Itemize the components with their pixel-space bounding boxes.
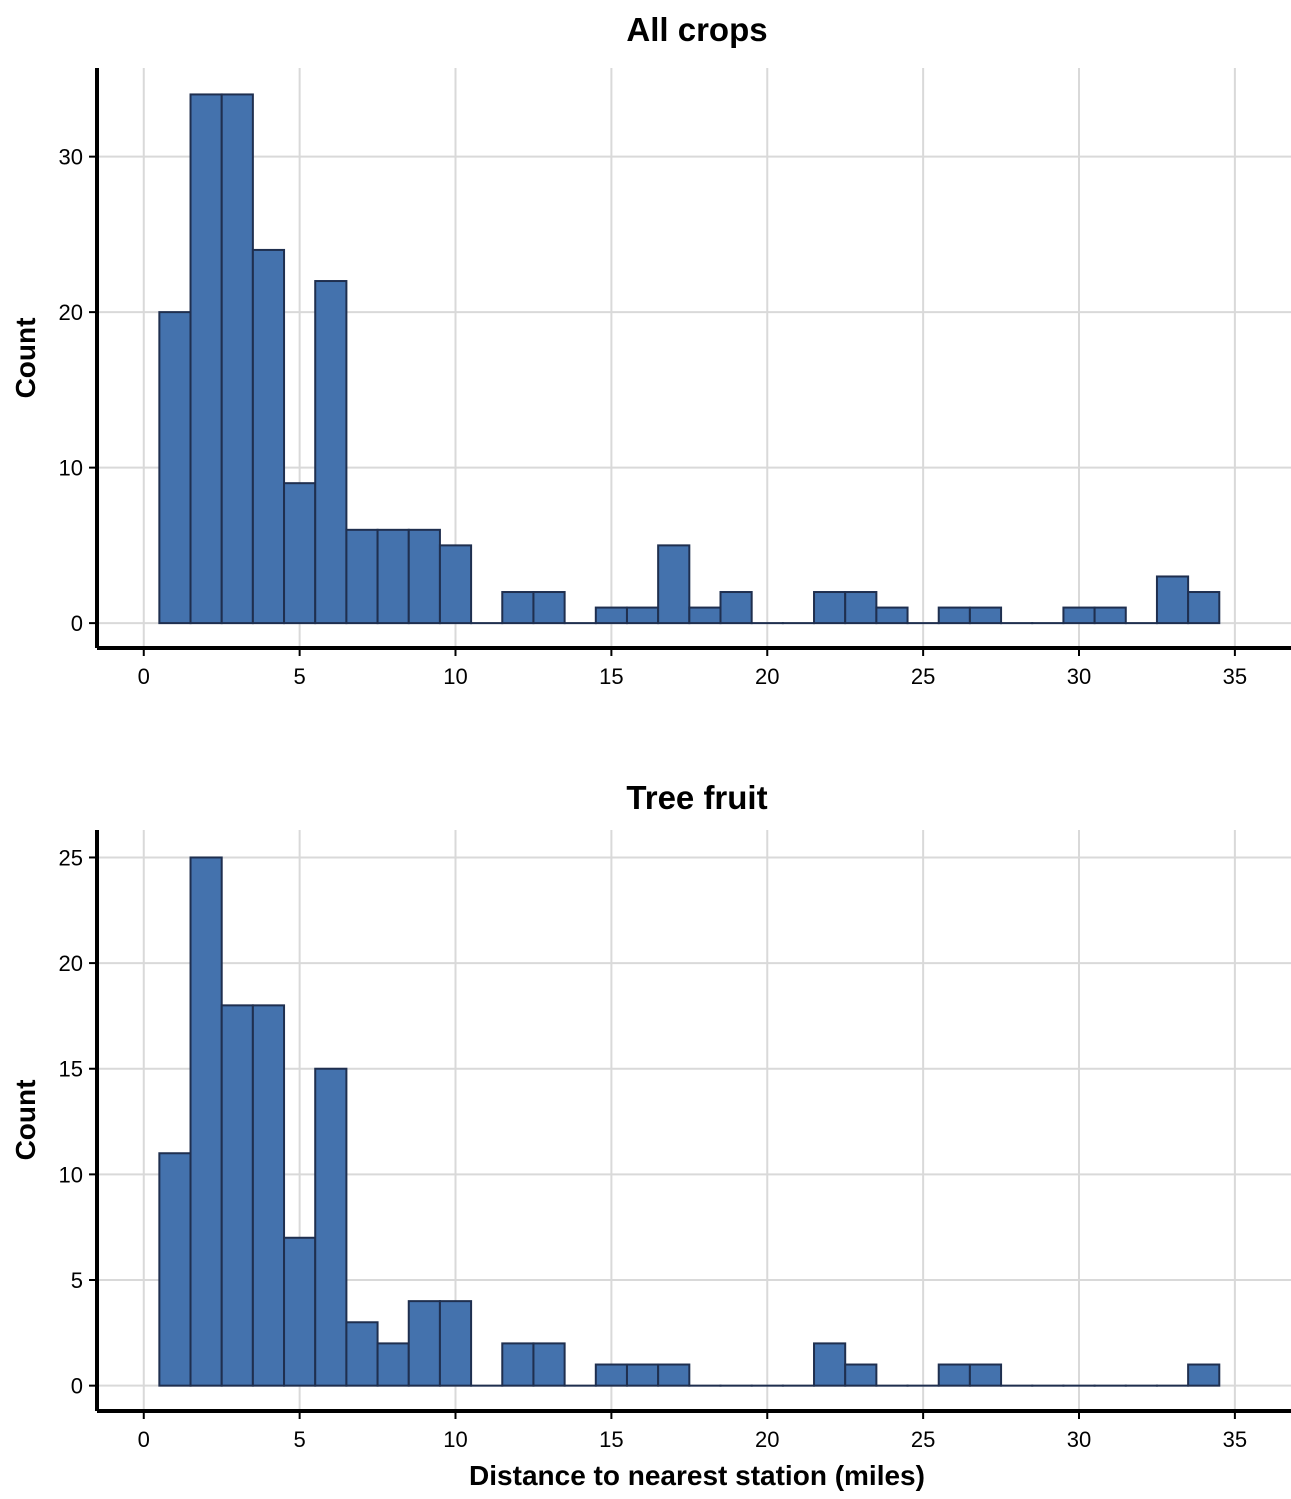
x-tick-label: 25 bbox=[911, 664, 935, 689]
histogram-bar bbox=[407, 528, 441, 625]
panel-tree-fruit: Tree fruit Count 0 5 10 15 20 25 30 35 0 5 10 15 20 2… bbox=[10, 779, 1291, 1491]
y-tick-label: 0 bbox=[71, 611, 83, 636]
histogram-bar bbox=[968, 606, 1003, 625]
histogram-bar bbox=[937, 606, 971, 625]
x-tick-label: 30 bbox=[1067, 1427, 1091, 1452]
histogram-bar bbox=[220, 93, 254, 625]
histogram-bar bbox=[1187, 1363, 1221, 1387]
histogram-bar bbox=[314, 1067, 348, 1387]
histogram-bar bbox=[844, 591, 878, 625]
histogram-bar bbox=[968, 1363, 1003, 1387]
x-tick-label: 0 bbox=[138, 664, 150, 689]
x-tick-label: 15 bbox=[599, 664, 623, 689]
histogram-bar bbox=[158, 311, 192, 625]
histogram-bar bbox=[220, 1004, 254, 1387]
histogram-bar bbox=[501, 1342, 535, 1387]
x-tick-label: 10 bbox=[443, 664, 467, 689]
histogram-bar bbox=[844, 1363, 878, 1387]
y-tick-label: 5 bbox=[71, 1268, 83, 1293]
bars bbox=[158, 856, 1221, 1387]
axes bbox=[95, 68, 1291, 650]
histogram-bar bbox=[1155, 575, 1190, 625]
histogram-bar bbox=[1187, 591, 1221, 625]
histogram-bar bbox=[813, 1342, 847, 1387]
histogram-bar bbox=[189, 856, 223, 1387]
x-tick-label: 5 bbox=[294, 1427, 306, 1452]
x-tick-label: 35 bbox=[1223, 1427, 1247, 1452]
x-tick-label: 20 bbox=[755, 664, 779, 689]
x-tick-label: 35 bbox=[1223, 664, 1247, 689]
histogram-bar bbox=[501, 591, 535, 625]
x-axis-title: Distance to nearest station (miles) bbox=[469, 1460, 925, 1491]
histogram-bar bbox=[625, 1363, 660, 1387]
y-axis-title: Count bbox=[10, 318, 41, 399]
bars bbox=[158, 93, 1221, 625]
histogram-bar bbox=[532, 591, 566, 625]
histogram-bar bbox=[1093, 606, 1127, 625]
histogram-bar bbox=[875, 606, 909, 625]
histogram-bar bbox=[376, 1342, 410, 1387]
x-tick-label: 5 bbox=[294, 664, 306, 689]
x-tick-label: 25 bbox=[911, 1427, 935, 1452]
histogram-bar bbox=[937, 1363, 971, 1387]
y-tick-label: 0 bbox=[71, 1374, 83, 1399]
ticks: 0 5 10 15 20 25 30 35 0 10 20 30 bbox=[59, 145, 1248, 689]
histogram-bar bbox=[625, 606, 660, 625]
histogram-bar bbox=[813, 591, 847, 625]
y-tick-label: 20 bbox=[59, 300, 83, 325]
histogram-bar bbox=[251, 1004, 286, 1387]
histogram-bar bbox=[345, 528, 379, 625]
y-tick-label: 10 bbox=[59, 1162, 83, 1187]
y-tick-label: 30 bbox=[59, 145, 83, 170]
histogram-bar bbox=[345, 1321, 379, 1387]
ticks: 0 5 10 15 20 25 30 35 0 5 10 15 20 25 bbox=[59, 845, 1248, 1452]
histogram-bar bbox=[376, 528, 410, 625]
x-tick-label: 0 bbox=[138, 1427, 150, 1452]
histogram-bar bbox=[283, 1236, 317, 1387]
panel-title: Tree fruit bbox=[626, 779, 767, 816]
y-axis-title: Count bbox=[10, 1080, 41, 1161]
panel-all-crops: All crops Count 0 5 10 15 20 25 30 35 0 10 20 30 bbox=[10, 11, 1291, 689]
x-tick-label: 20 bbox=[755, 1427, 779, 1452]
histogram-bar bbox=[532, 1342, 566, 1387]
histogram-bar bbox=[594, 1363, 628, 1387]
histogram-bar bbox=[594, 606, 628, 625]
histogram-bar bbox=[657, 544, 691, 625]
y-tick-label: 25 bbox=[59, 845, 83, 870]
x-tick-label: 30 bbox=[1067, 664, 1091, 689]
y-tick-label: 15 bbox=[59, 1057, 83, 1082]
histogram-bar bbox=[688, 606, 722, 625]
histogram-bar bbox=[314, 280, 348, 625]
histogram-bar bbox=[251, 248, 286, 625]
x-tick-label: 15 bbox=[599, 1427, 623, 1452]
histogram-bar bbox=[438, 1300, 473, 1387]
histogram-bar bbox=[719, 591, 753, 625]
panel-title: All crops bbox=[626, 11, 767, 48]
histogram-bar bbox=[407, 1300, 441, 1387]
histogram-bar bbox=[657, 1363, 691, 1387]
y-tick-label: 10 bbox=[59, 456, 83, 481]
y-tick-label: 20 bbox=[59, 951, 83, 976]
axes bbox=[95, 830, 1291, 1413]
histogram-bar bbox=[283, 482, 317, 625]
histogram-bar bbox=[158, 1152, 192, 1387]
histogram-bar bbox=[189, 93, 223, 625]
histogram-bar bbox=[438, 544, 473, 625]
x-tick-label: 10 bbox=[443, 1427, 467, 1452]
histogram-bar bbox=[1062, 606, 1096, 625]
